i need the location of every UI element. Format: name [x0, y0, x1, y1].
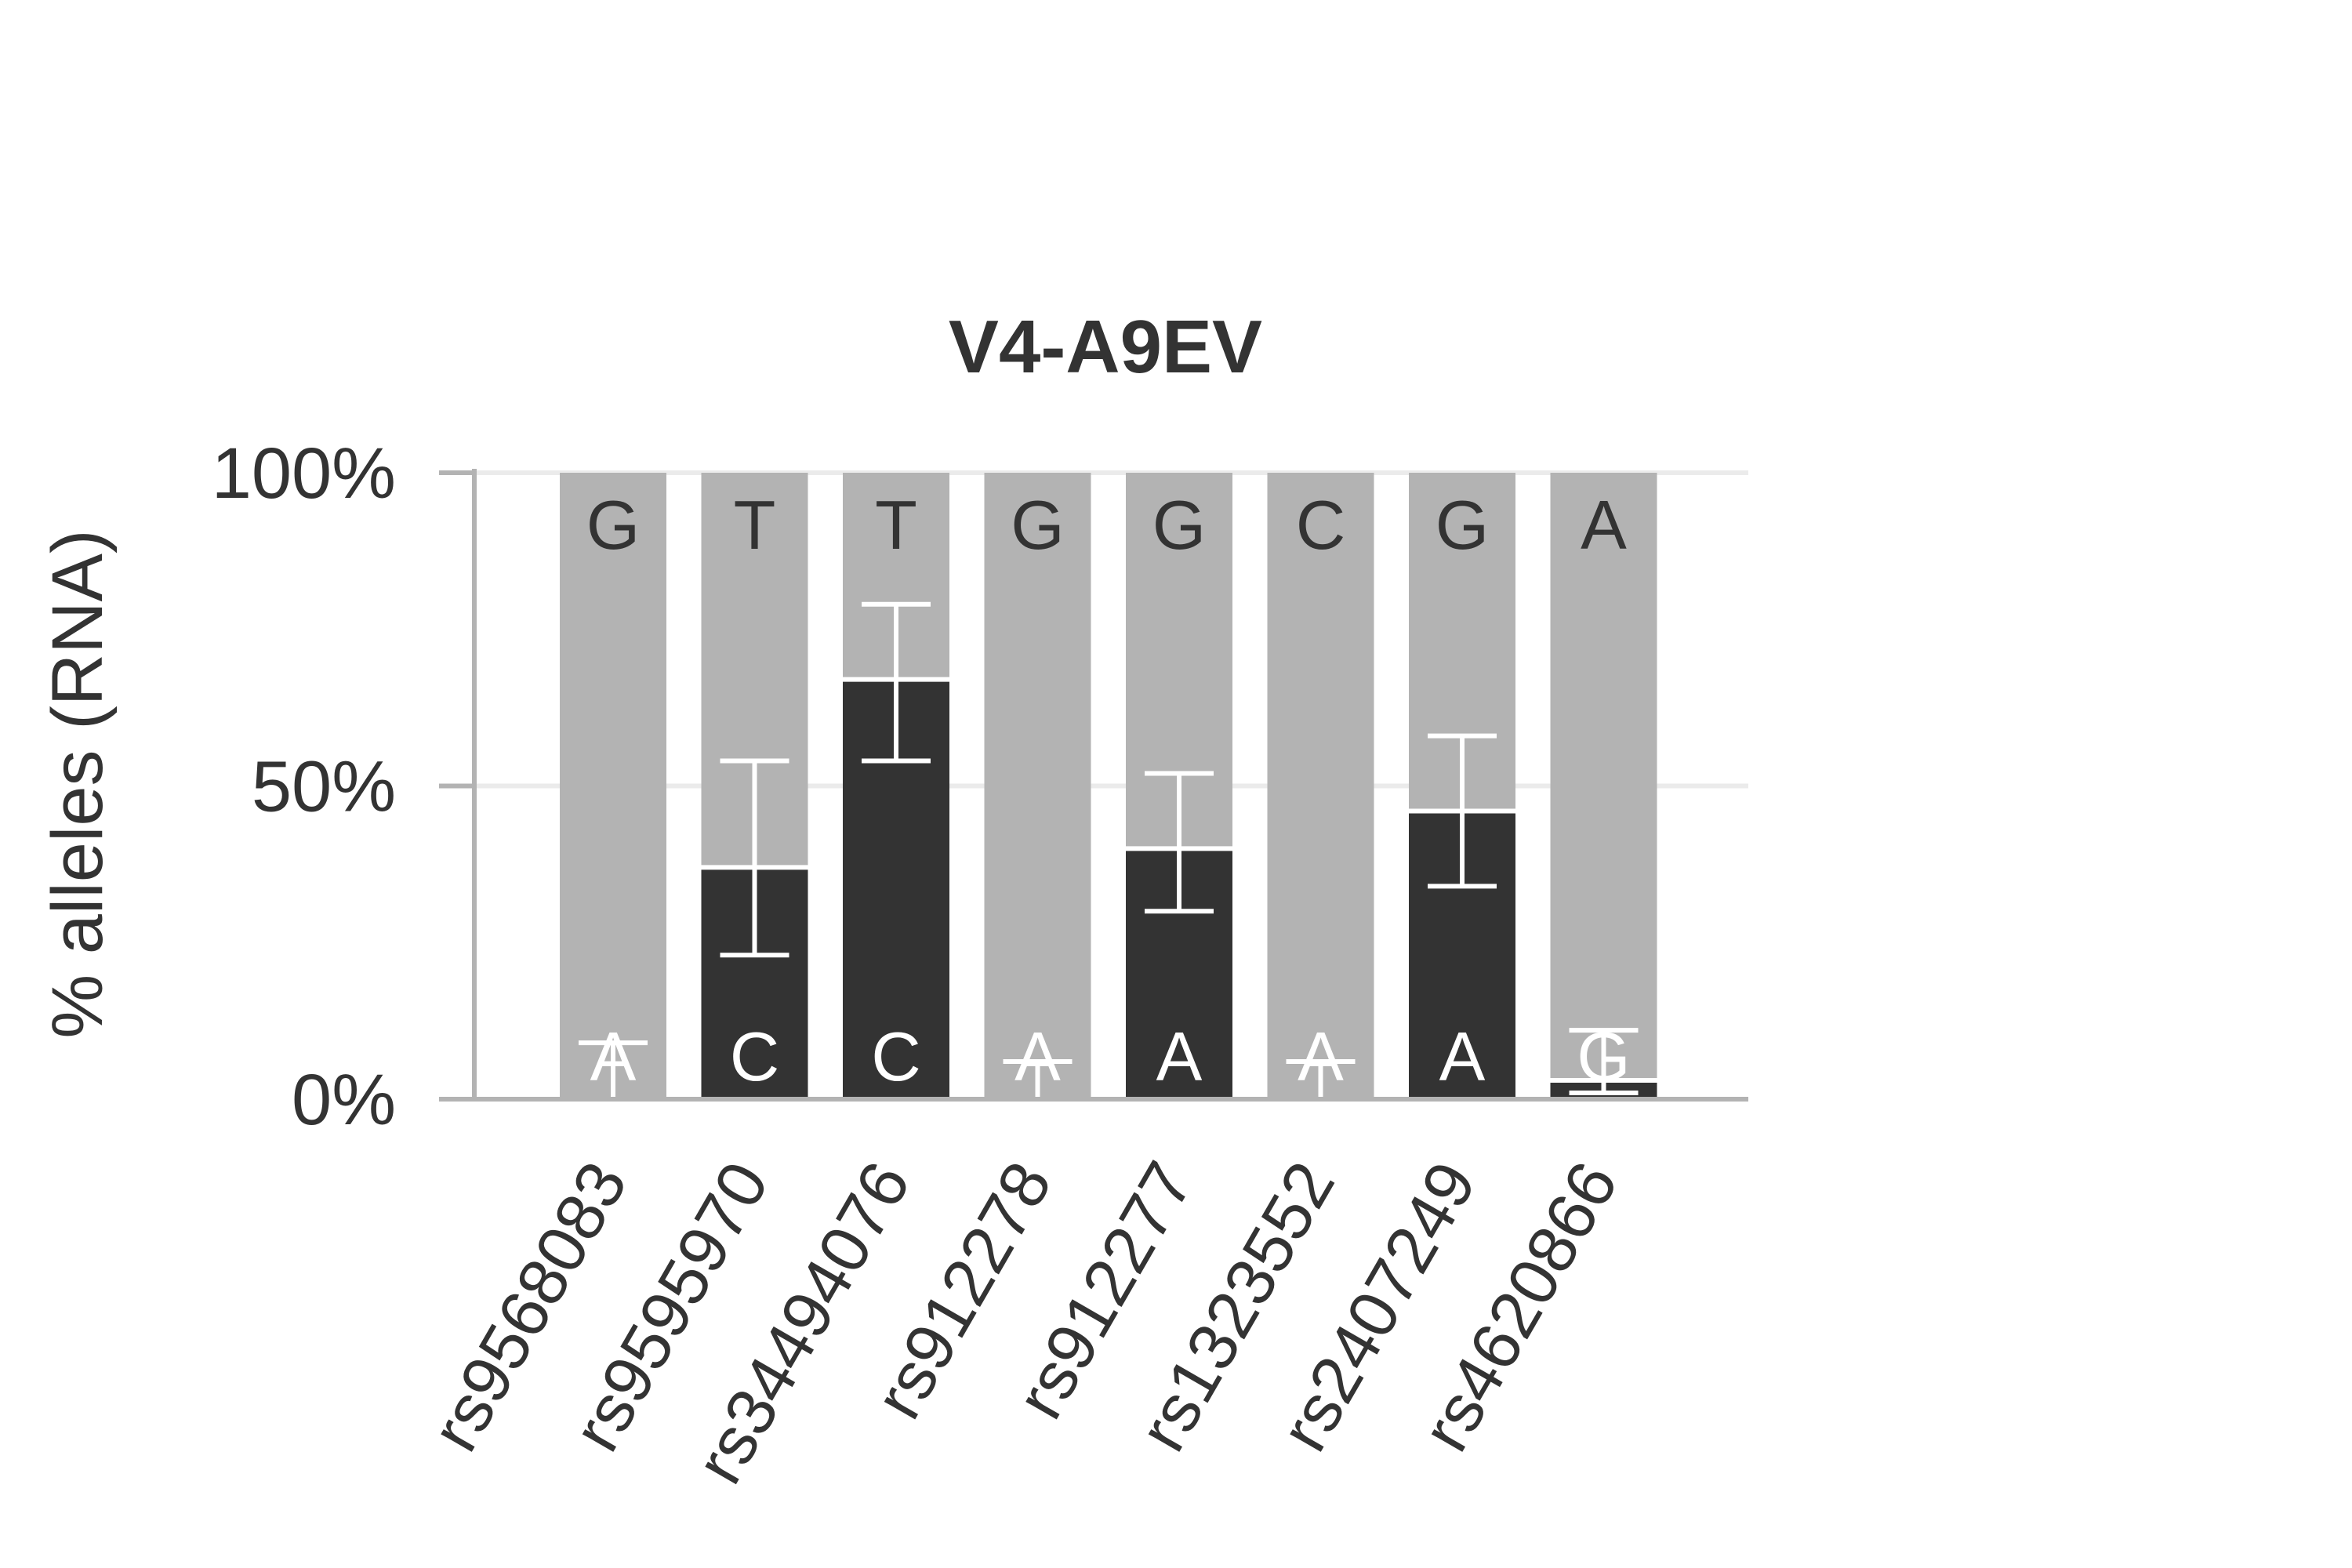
allele-label-bottom: A [1439, 1018, 1486, 1095]
y-axis-title: % alleles (RNA) [38, 529, 118, 1038]
allele-label-bottom: A [1014, 1018, 1061, 1095]
bar-upper [1267, 473, 1374, 1099]
y-tick-label: 50% [252, 747, 396, 827]
allele-label-bottom: G [1577, 1018, 1630, 1095]
allele-label-top: T [875, 486, 917, 564]
y-tick-label: 100% [212, 434, 396, 514]
allele-label-bottom: C [730, 1018, 780, 1095]
bar-upper [1550, 473, 1657, 1081]
bar-upper [984, 473, 1091, 1099]
allele-label-top: T [734, 486, 776, 564]
allele-label-top: G [586, 486, 640, 564]
bar-upper [560, 473, 666, 1099]
allele-label-bottom: A [1298, 1018, 1344, 1095]
allele-label-top: G [1011, 486, 1064, 564]
allele-label-top: G [1436, 486, 1489, 564]
allele-label-top: A [1581, 486, 1627, 564]
allele-label-top: C [1296, 486, 1346, 564]
allele-label-bottom: A [1156, 1018, 1203, 1095]
allele-label-bottom: C [871, 1018, 921, 1095]
allele-label-bottom: A [590, 1018, 637, 1095]
y-tick-label: 0% [292, 1060, 396, 1140]
chart-title: V4-A9EV [949, 305, 1262, 389]
allele-label-top: G [1152, 486, 1206, 564]
